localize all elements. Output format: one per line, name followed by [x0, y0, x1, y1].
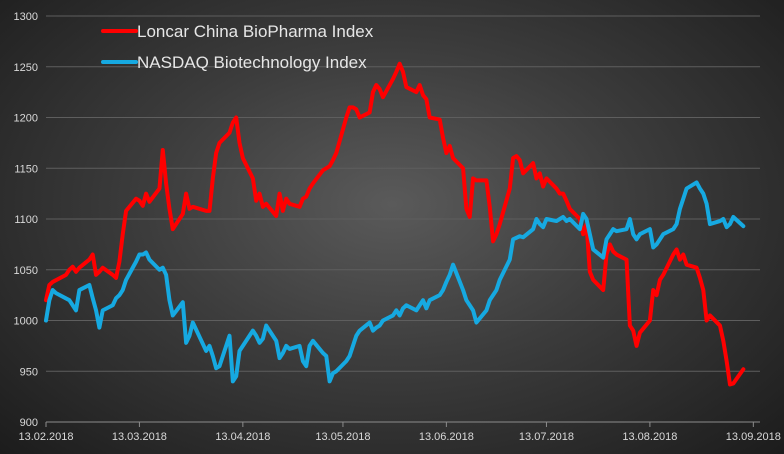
x-tick-label: 13.03.2018 [112, 431, 167, 443]
y-tick-label: 1150 [14, 163, 38, 175]
series-line-2 [44, 180, 746, 384]
series-lines [44, 61, 746, 387]
x-tick-label: 13.06.2018 [419, 431, 474, 443]
y-tick-label: 1050 [14, 265, 38, 277]
legend-label: Loncar China BioPharma Index [137, 22, 374, 41]
y-tick-label: 950 [20, 366, 38, 378]
legend: Loncar China BioPharma Index NASDAQ Biote… [101, 22, 374, 72]
y-tick-label: 900 [20, 417, 38, 429]
x-tick-label: 13.02.2018 [18, 431, 73, 443]
x-tick-label: 13.08.2018 [622, 431, 677, 443]
y-tick-label: 1250 [14, 62, 38, 74]
series-line-1 [44, 61, 746, 387]
y-tick-label: 1000 [14, 316, 38, 328]
x-tick-label: 13.05.2018 [315, 431, 370, 443]
legend-label: NASDAQ Biotechnology Index [137, 53, 367, 72]
y-tick-label: 1200 [14, 113, 38, 125]
x-tick-label: 13.04.2018 [215, 431, 270, 443]
axes: 900 950 1000 1050 1100 1150 1200 1250 1300 13.02.… [14, 11, 781, 443]
y-tick-label: 1100 [14, 214, 38, 226]
y-tick-label: 1300 [14, 11, 38, 23]
x-tick-label: 13.09.2018 [726, 431, 781, 443]
x-tick-label: 13.07.2018 [519, 431, 574, 443]
